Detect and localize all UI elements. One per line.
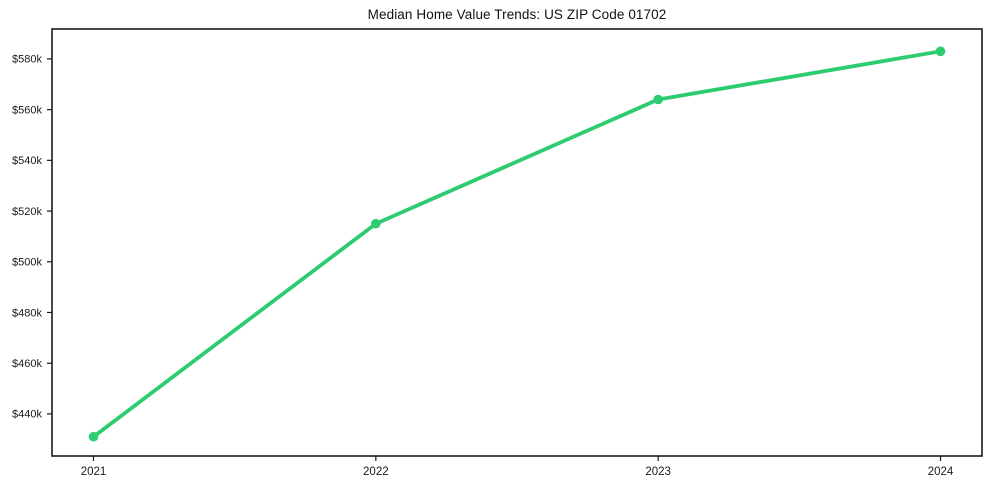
data-point-marker xyxy=(935,46,946,57)
chart-title: Median Home Value Trends: US ZIP Code 01… xyxy=(367,7,667,22)
data-point-marker xyxy=(371,218,381,229)
y-axis-tick-label: $560k xyxy=(12,104,42,116)
y-axis-tick-label: $520k xyxy=(12,206,42,218)
x-axis-tick-label: 2022 xyxy=(363,466,389,478)
y-axis-tick-label: $500k xyxy=(12,257,42,269)
y-axis-tick-label: $460k xyxy=(12,358,42,370)
y-axis-tick-label: $540k xyxy=(12,155,42,167)
y-axis-tick-label: $480k xyxy=(12,307,42,319)
y-axis-tick-label: $580k xyxy=(12,54,42,66)
plot-background xyxy=(52,29,982,456)
x-axis-tick-label: 2021 xyxy=(81,466,107,478)
x-axis-tick-label: 2023 xyxy=(645,466,671,478)
data-point-marker xyxy=(653,94,663,105)
y-axis-tick-label: $440k xyxy=(12,409,42,421)
data-point-marker xyxy=(88,431,99,442)
x-axis-tick-label: 2024 xyxy=(928,466,954,478)
plot-border xyxy=(51,28,983,457)
trend-line xyxy=(91,49,943,439)
